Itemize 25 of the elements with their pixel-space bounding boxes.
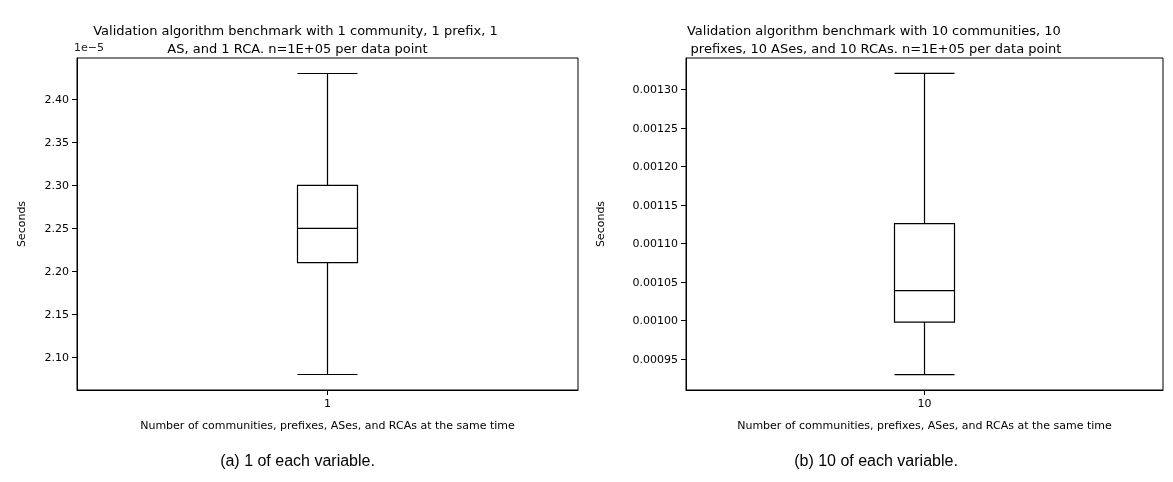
y-tick-label: 0.00120: [632, 160, 678, 174]
y-axis-title: Seconds: [15, 200, 28, 248]
y-tick-label: 0.00125: [632, 121, 678, 135]
x-tick-label: 10: [917, 397, 932, 410]
y-tick-label: 0.00130: [632, 83, 678, 97]
text: (b) 10 of each variable.: [794, 451, 958, 469]
y-tick-label: 2.35: [44, 135, 69, 149]
y-tick-label: 2.20: [44, 264, 69, 278]
y-tick-label: 0.00110: [632, 237, 678, 251]
x-tick-label: 1: [324, 397, 331, 410]
y-tick-label: 2.40: [44, 92, 69, 106]
text: (a) 1 of each variable.: [220, 451, 375, 469]
x-axis-title: Number of communities, prefixes, ASes, and RCAs at the same time: [737, 419, 1113, 432]
x-axis-title: Number of communities, prefixes, ASes, and RCAs at the same time: [140, 419, 516, 432]
y-tick-label: 2.25: [44, 221, 69, 235]
y-tick-label: 0.00115: [632, 198, 678, 212]
y-tick-label: 2.15: [44, 307, 69, 321]
text: 1e−5: [74, 41, 104, 54]
y-tick-label: 0.00095: [632, 352, 678, 366]
y-tick-label: 0.00100: [632, 314, 678, 328]
chart-title: Validation algorithm benchmark with 10 communities, 10 prefixes, 10 ASes, and 10 RCAs. n=1E+05 per data point: [686, 22, 1066, 56]
y-tick-label: 2.10: [44, 350, 69, 364]
y-tick-label: 2.30: [44, 178, 69, 192]
y-axis-title: Seconds: [594, 200, 607, 248]
y-tick-label: 0.00105: [632, 275, 678, 289]
